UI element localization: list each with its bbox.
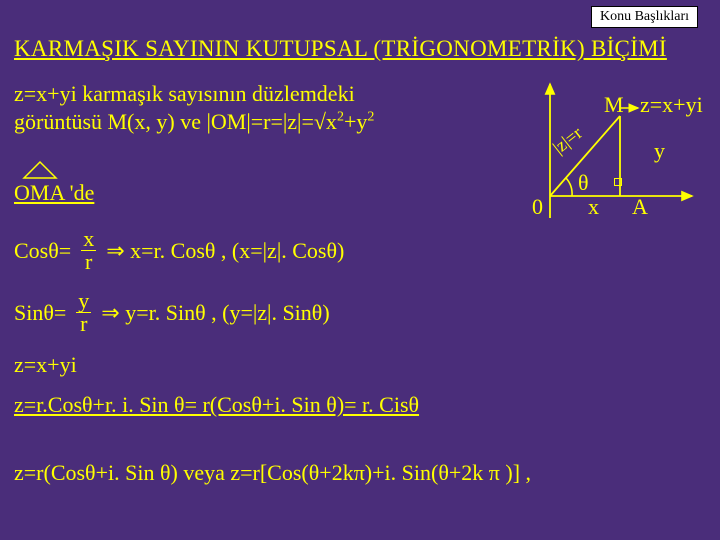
cos-result: ⇒ x=r. Cosθ , (x=|z|. Cosθ) — [106, 238, 344, 264]
zxyi-line: z=x+yi — [14, 352, 77, 378]
cos-label: Cosθ= — [14, 238, 71, 264]
sin-numerator: y — [74, 290, 93, 312]
sin-fraction: y r — [74, 290, 93, 335]
diagram-M-label: M — [604, 92, 624, 118]
sin-label: Sinθ= — [14, 300, 66, 326]
triangle-icon — [22, 160, 58, 180]
cos-fraction: x r — [79, 228, 98, 273]
right-angle-icon — [614, 178, 622, 186]
sin-result: ⇒ y=r. Sinθ , (y=|z|. Sinθ) — [101, 300, 329, 326]
topic-button[interactable]: Konu Başlıkları — [591, 6, 698, 28]
intro-line1: z=x+yi karmaşık sayısının düzlemdeki — [14, 81, 355, 106]
diagram-zxyi-label: z=x+yi — [640, 92, 703, 118]
diagram-origin-label: 0 — [532, 194, 543, 220]
intro-exp2: 2 — [367, 109, 374, 124]
diagram-theta-label: θ — [578, 170, 589, 196]
complex-plane-diagram: M z=x+yi y |z|=r θ 0 x A — [472, 78, 702, 228]
sin-denominator: r — [76, 312, 91, 335]
oma-label: OMA 'de — [14, 180, 94, 206]
diagram-A-label: A — [632, 194, 648, 220]
intro-text: z=x+yi karmaşık sayısının düzlemdeki gör… — [14, 80, 414, 135]
diagram-y-label: y — [654, 138, 665, 164]
diagram-x-label: x — [588, 194, 599, 220]
intro-line2-prefix: görüntüsü M(x, y) ve |OM|=r=|z|=√x — [14, 109, 337, 134]
equation-2: z=r(Cosθ+i. Sin θ) veya z=r[Cos(θ+2kπ)+i… — [14, 460, 531, 486]
page-title: KARMAŞIK SAYININ KUTUPSAL (TRİGONOMETRİK… — [14, 36, 667, 62]
equation-1: z=r.Cosθ+r. i. Sin θ= r(Cosθ+i. Sin θ)= … — [14, 392, 419, 418]
cos-numerator: x — [79, 228, 98, 250]
cos-denominator: r — [81, 250, 96, 273]
sin-equation: Sinθ= y r ⇒ y=r. Sinθ , (y=|z|. Sinθ) — [14, 290, 330, 335]
intro-exp1: 2 — [337, 109, 344, 124]
cos-equation: Cosθ= x r ⇒ x=r. Cosθ , (x=|z|. Cosθ) — [14, 228, 344, 273]
intro-line2-mid: +y — [344, 109, 367, 134]
